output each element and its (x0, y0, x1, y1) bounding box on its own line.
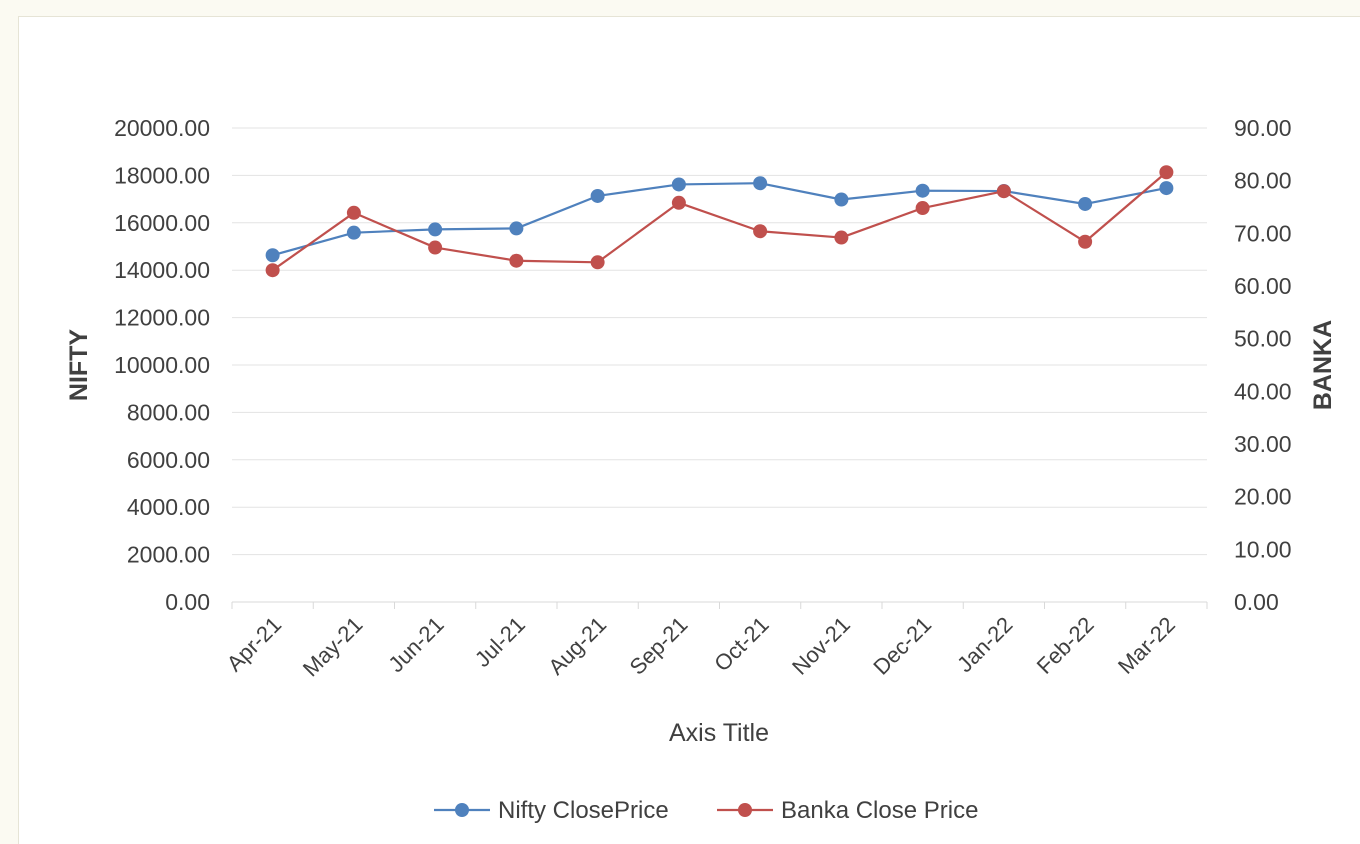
legend-label: Banka Close Price (781, 797, 978, 824)
x-tick-label: Jun-21 (383, 612, 448, 677)
legend-swatch-marker (738, 803, 752, 817)
series-point-0 (509, 221, 524, 236)
right-tick-label: 70.00 (1234, 220, 1292, 246)
series-point-1 (753, 224, 768, 239)
x-axis: Apr-21 May-21 Jun-21 Jul-21 Aug-21 Sep-21 Oct-… (222, 602, 1208, 682)
right-tick-label: 10.00 (1234, 536, 1292, 562)
series-point-0 (753, 176, 768, 191)
left-tick-label: 8000.00 (127, 399, 210, 425)
left-axis-title: NIFTY (65, 329, 93, 402)
x-tick-label: Sep-21 (625, 612, 693, 680)
legend: Nifty ClosePrice Banka Close Price (434, 797, 978, 824)
right-axis-title: BANKA (1309, 320, 1337, 410)
series-point-1 (996, 184, 1011, 199)
x-tick-label: Apr-21 (222, 612, 286, 676)
legend-swatch-marker (455, 803, 469, 817)
series-layer (265, 165, 1174, 278)
right-tick-label: 0.00 (1234, 589, 1279, 615)
x-tick-label: Aug-21 (543, 612, 611, 680)
series-point-0 (1078, 196, 1093, 211)
x-tick-label: Jul-21 (470, 612, 530, 672)
series-point-1 (1078, 234, 1093, 249)
series-point-1 (590, 255, 605, 270)
series-point-1 (346, 205, 361, 220)
series-point-0 (346, 225, 361, 240)
series-point-0 (834, 192, 849, 207)
legend-label: Nifty ClosePrice (498, 797, 669, 824)
left-tick-label: 10000.00 (114, 352, 210, 378)
right-tick-label: 80.00 (1234, 168, 1292, 194)
left-tick-label: 20000.00 (114, 115, 210, 141)
right-tick-label: 30.00 (1234, 431, 1292, 457)
x-tick-label: Dec-21 (868, 612, 936, 680)
series-point-0 (590, 188, 605, 203)
x-tick-label: May-21 (298, 612, 368, 682)
left-tick-label: 0.00 (165, 589, 210, 615)
right-tick-label: 90.00 (1234, 115, 1292, 141)
series-point-0 (1159, 181, 1174, 196)
left-tick-label: 14000.00 (114, 257, 210, 283)
left-tick-label: 16000.00 (114, 210, 210, 236)
series-line-1 (271, 171, 1168, 272)
series-line-0 (272, 182, 1167, 257)
chart-frame (18, 16, 1360, 844)
series-point-1 (834, 230, 849, 245)
series-point-1 (671, 195, 686, 210)
right-tick-label: 50.00 (1234, 326, 1292, 352)
series-point-0 (428, 222, 443, 237)
right-tick-label: 60.00 (1234, 273, 1292, 299)
series-point-1 (265, 263, 280, 278)
right-tick-label: 20.00 (1234, 484, 1292, 510)
series-point-0 (671, 177, 686, 192)
left-tick-label: 18000.00 (114, 162, 210, 188)
series-point-1 (428, 240, 443, 255)
series-point-1 (509, 253, 524, 268)
x-tick-label: Oct-21 (709, 612, 773, 676)
x-tick-label: Jan-22 (952, 612, 1017, 677)
x-tick-label: Nov-21 (787, 612, 855, 680)
left-axis-ticks: 0.00 2000.00 4000.00 6000.00 8000.00 10000.00… (114, 115, 210, 615)
right-axis-ticks: 0.00 10.00 20.00 30.00 40.00 50.00 60.00 70.00 8… (1234, 115, 1292, 615)
left-tick-label: 4000.00 (127, 494, 210, 520)
series-point-0 (915, 183, 930, 198)
left-tick-label: 12000.00 (114, 305, 210, 331)
x-axis-title: Axis Title (669, 719, 769, 747)
series-point-1 (1159, 165, 1174, 180)
series-point-0 (265, 248, 280, 263)
right-tick-label: 40.00 (1234, 378, 1292, 404)
x-tick-label: Mar-22 (1113, 612, 1180, 679)
x-tick-label: Feb-22 (1032, 612, 1099, 679)
left-tick-label: 6000.00 (127, 447, 210, 473)
series-point-1 (915, 201, 930, 216)
left-tick-label: 2000.00 (127, 542, 210, 568)
